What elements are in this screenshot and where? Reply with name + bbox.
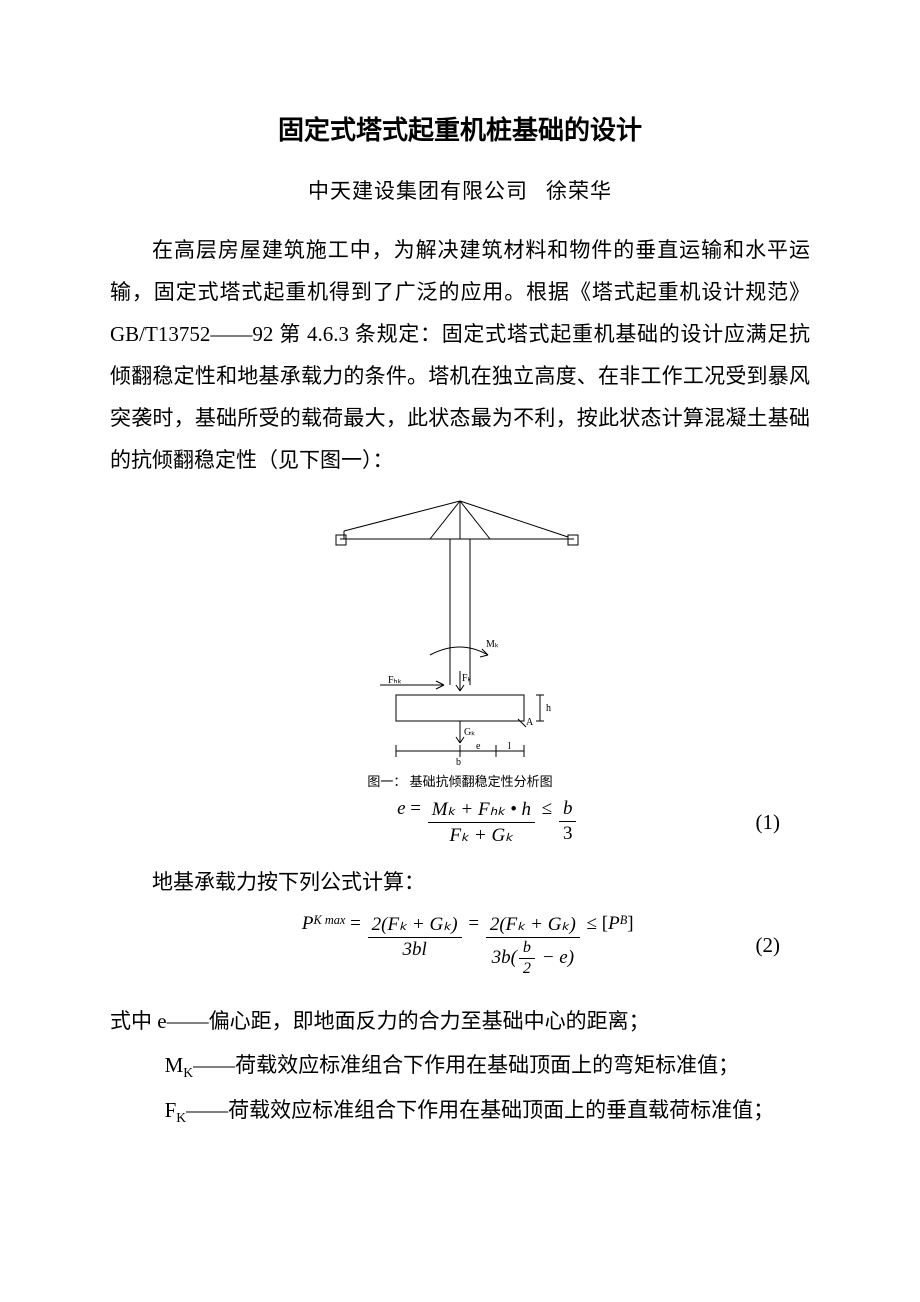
eq1-number: (1) [756, 810, 811, 835]
fig-label-fk: Fₖ [462, 673, 472, 684]
paragraph-1: 在高层房屋建筑施工中，为解决建筑材料和物件的垂直运输和水平运输，固定式塔式起重机… [110, 229, 810, 481]
eq2-tail-b: B [620, 913, 628, 978]
def-fk: FK——荷载效应标准组合下作用在基础顶面上的垂直载荷标准值； [110, 1089, 810, 1132]
definitions: 式中 e——偏心距，即地面反力的合力至基础中心的距离； MK——荷载效应标准组合… [110, 1000, 810, 1131]
eq2-number: (2) [756, 933, 811, 958]
def-fk-text: ——荷载效应标准组合下作用在基础顶面上的垂直载荷标准值； [186, 1098, 774, 1122]
figure-1-svg: Mₖ Fₕₖ Fₖ Gₖ A h e l b [310, 495, 610, 767]
eq1-e: e [397, 798, 405, 847]
eq1-rhs-num: b [559, 798, 577, 822]
eq2-num2: 2(Fₖ + Gₖ) [486, 913, 580, 938]
eq2-den2a: 3b( [492, 947, 517, 968]
fig-label-e: e [476, 741, 481, 752]
fig-label-gk: Gₖ [464, 727, 475, 738]
eq2-p: P [302, 913, 314, 978]
fig-label-l: l [508, 741, 511, 752]
figure-1: Mₖ Fₕₖ Fₖ Gₖ A h e l b 图一： 基础抗倾翻稳定性分析图 [290, 495, 630, 790]
def-mk-symbol: M [165, 1053, 184, 1077]
eq1-num: Mₖ + Fₕₖ • h [428, 798, 535, 823]
section-2-text: 地基承载力按下列公式计算： [110, 861, 810, 903]
equation-2: PK max = 2(Fₖ + Gₖ) 3bl = 2(Fₖ + Gₖ) 3b(… [110, 913, 810, 978]
eq2-den2-frac-den: 2 [519, 959, 535, 978]
document-title: 固定式塔式起重机桩基础的设计 [110, 110, 810, 147]
eq2-den1: 3bl [368, 938, 462, 961]
document-page: 固定式塔式起重机桩基础的设计 中天建设集团有限公司徐荣华 在高层房屋建筑施工中，… [0, 0, 920, 1302]
author-name: 徐荣华 [546, 179, 612, 203]
eq2-den2-frac-num: b [519, 939, 535, 959]
def-mk: MK——荷载效应标准组合下作用在基础顶面上的弯矩标准值； [110, 1044, 810, 1087]
fig-label-fhk: Fₕₖ [388, 675, 402, 686]
document-author: 中天建设集团有限公司徐荣华 [110, 175, 810, 205]
fig-label-h: h [546, 703, 551, 714]
fig-label-a: A [526, 717, 534, 728]
author-organization: 中天建设集团有限公司 [308, 179, 528, 203]
figure-1-caption: 图一： 基础抗倾翻稳定性分析图 [290, 771, 630, 790]
def-fk-symbol: F [165, 1098, 177, 1122]
eq2-tail-p: P [608, 913, 620, 978]
equation-1: e = Mₖ + Fₕₖ • h Fₖ + Gₖ ≤ b 3 (1) [110, 798, 810, 847]
fig-label-mk: Mₖ [486, 639, 499, 650]
def-fk-sub: K [176, 1110, 186, 1125]
fig-label-b: b [456, 757, 461, 767]
eq1-rhs-den: 3 [559, 822, 577, 845]
eq1-den: Fₖ + Gₖ [428, 823, 535, 847]
eq2-num1: 2(Fₖ + Gₖ) [368, 913, 462, 938]
def-e: 式中 e——偏心距，即地面反力的合力至基础中心的距离； [110, 1000, 810, 1042]
eq2-den2b: − e) [537, 947, 574, 968]
def-mk-text: ——荷载效应标准组合下作用在基础顶面上的弯矩标准值； [193, 1053, 739, 1077]
eq2-kmax: K max [314, 913, 346, 978]
def-mk-sub: K [183, 1065, 193, 1080]
